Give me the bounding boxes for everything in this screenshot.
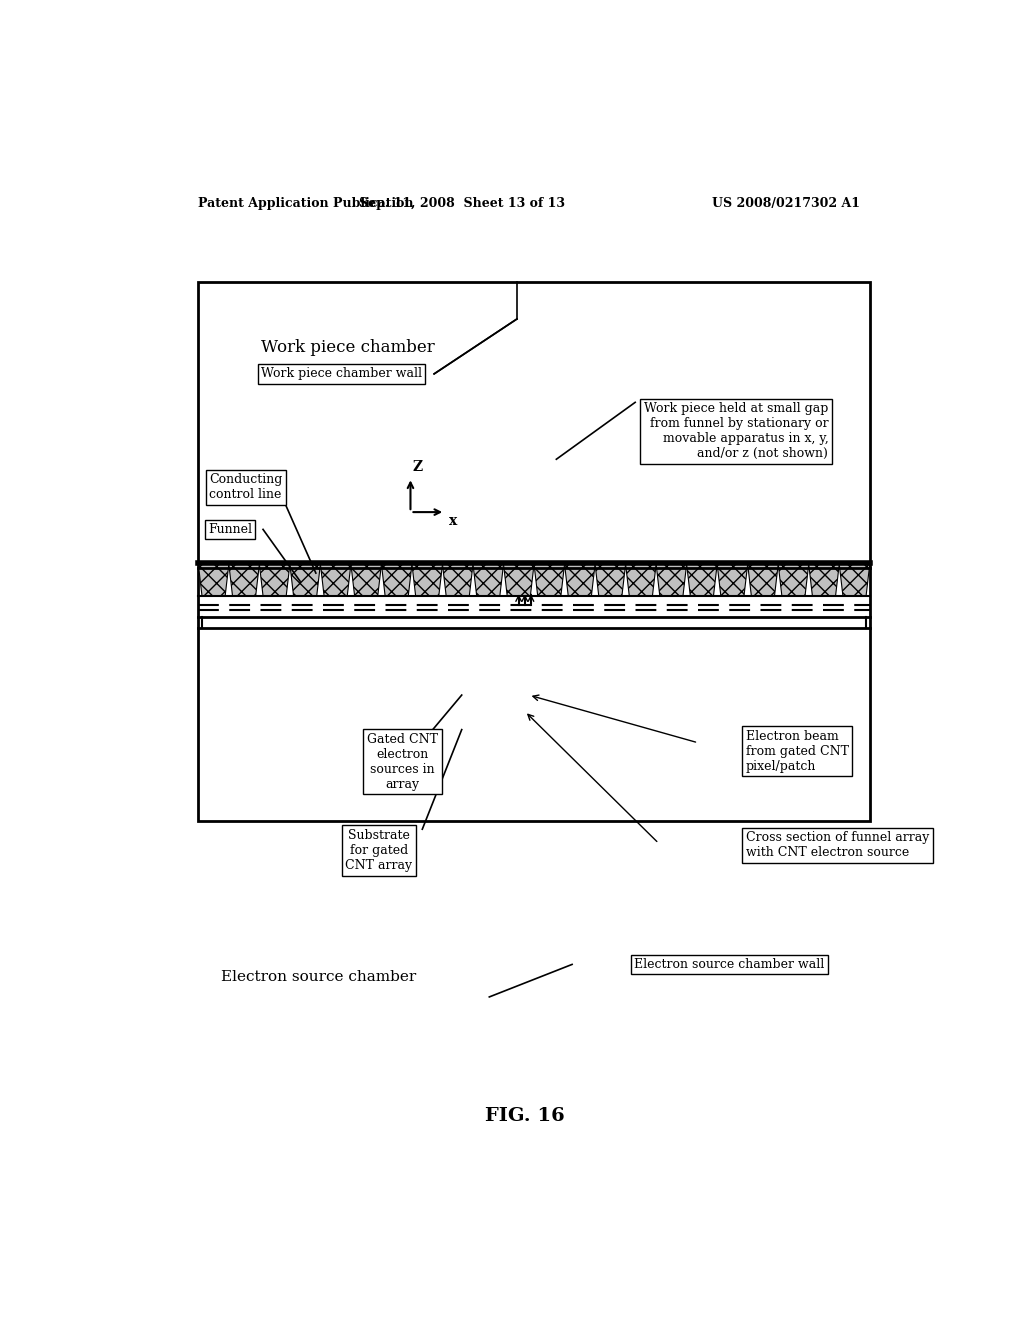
Text: x: x bbox=[449, 515, 458, 528]
Text: Work piece held at small gap
from funnel by stationary or
movable apparatus in x: Work piece held at small gap from funnel… bbox=[644, 403, 828, 461]
Polygon shape bbox=[290, 564, 321, 595]
Polygon shape bbox=[535, 564, 564, 595]
Polygon shape bbox=[442, 564, 473, 595]
Text: Patent Application Publication: Patent Application Publication bbox=[198, 197, 413, 210]
Polygon shape bbox=[717, 564, 748, 595]
Polygon shape bbox=[351, 564, 381, 595]
Text: Sep. 11, 2008  Sheet 13 of 13: Sep. 11, 2008 Sheet 13 of 13 bbox=[358, 197, 564, 210]
Polygon shape bbox=[626, 564, 656, 595]
Text: Cross section of funnel array
with CNT electron source: Cross section of funnel array with CNT e… bbox=[745, 832, 929, 859]
Polygon shape bbox=[564, 564, 595, 595]
Polygon shape bbox=[840, 564, 869, 595]
Text: Electron source chamber: Electron source chamber bbox=[221, 970, 417, 983]
Text: Electron beam
from gated CNT
pixel/patch: Electron beam from gated CNT pixel/patch bbox=[745, 730, 849, 772]
Polygon shape bbox=[412, 564, 442, 595]
Polygon shape bbox=[473, 564, 504, 595]
Polygon shape bbox=[687, 564, 717, 595]
Polygon shape bbox=[259, 564, 290, 595]
Text: Funnel: Funnel bbox=[208, 523, 252, 536]
Polygon shape bbox=[228, 564, 259, 595]
Text: Work piece chamber wall: Work piece chamber wall bbox=[261, 367, 422, 380]
Text: Z: Z bbox=[413, 459, 423, 474]
Polygon shape bbox=[778, 564, 809, 595]
Polygon shape bbox=[199, 564, 228, 595]
Text: FIG. 16: FIG. 16 bbox=[485, 1107, 564, 1125]
Text: US 2008/0217302 A1: US 2008/0217302 A1 bbox=[712, 197, 860, 210]
Bar bbox=[199, 281, 869, 821]
Text: Work piece chamber: Work piece chamber bbox=[261, 339, 434, 356]
Text: Substrate
for gated
CNT array: Substrate for gated CNT array bbox=[345, 829, 413, 873]
Text: Gated CNT
electron
sources in
array: Gated CNT electron sources in array bbox=[367, 733, 438, 791]
Polygon shape bbox=[504, 564, 535, 595]
Text: Electron source chamber wall: Electron source chamber wall bbox=[634, 958, 824, 972]
Polygon shape bbox=[595, 564, 626, 595]
Polygon shape bbox=[656, 564, 687, 595]
Polygon shape bbox=[809, 564, 840, 595]
Polygon shape bbox=[748, 564, 778, 595]
Polygon shape bbox=[321, 564, 351, 595]
Text: Conducting
control line: Conducting control line bbox=[210, 474, 283, 502]
Polygon shape bbox=[381, 564, 412, 595]
